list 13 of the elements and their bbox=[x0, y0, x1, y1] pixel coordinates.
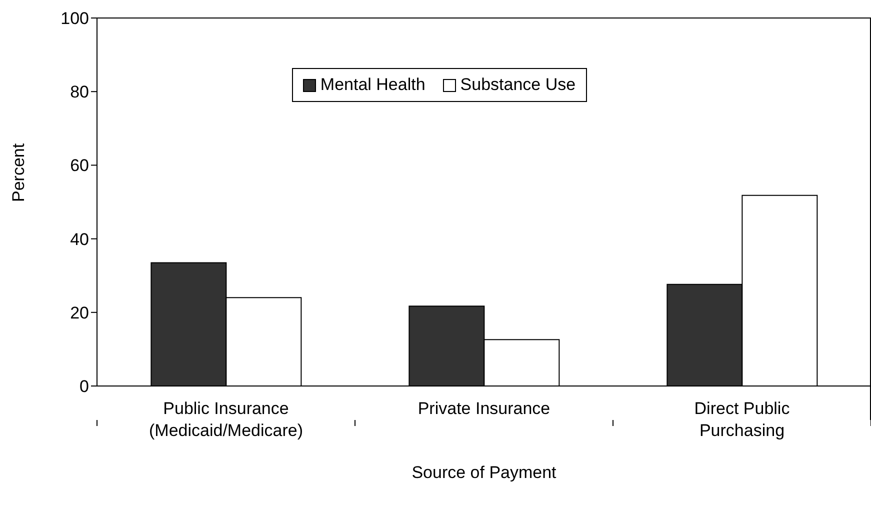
x-tick-label: Private Insurance bbox=[418, 399, 550, 418]
y-tick-label: 20 bbox=[70, 303, 89, 322]
legend-label: Substance Use bbox=[460, 75, 576, 95]
legend-label: Mental Health bbox=[320, 75, 426, 95]
x-axis-title: Source of Payment bbox=[412, 463, 557, 482]
y-tick-label: 100 bbox=[60, 9, 89, 28]
y-tick-label: 60 bbox=[70, 156, 89, 176]
x-tick-label: Public Insurance (Medicaid/Medicare) bbox=[149, 399, 303, 440]
y-axis-title: Percent bbox=[9, 143, 28, 202]
y-tick-label: 80 bbox=[70, 82, 89, 102]
x-tick-label: Direct Public Purchasing bbox=[694, 399, 790, 440]
y-tick-label: 40 bbox=[70, 230, 89, 249]
y-tick-label: 0 bbox=[80, 377, 89, 396]
